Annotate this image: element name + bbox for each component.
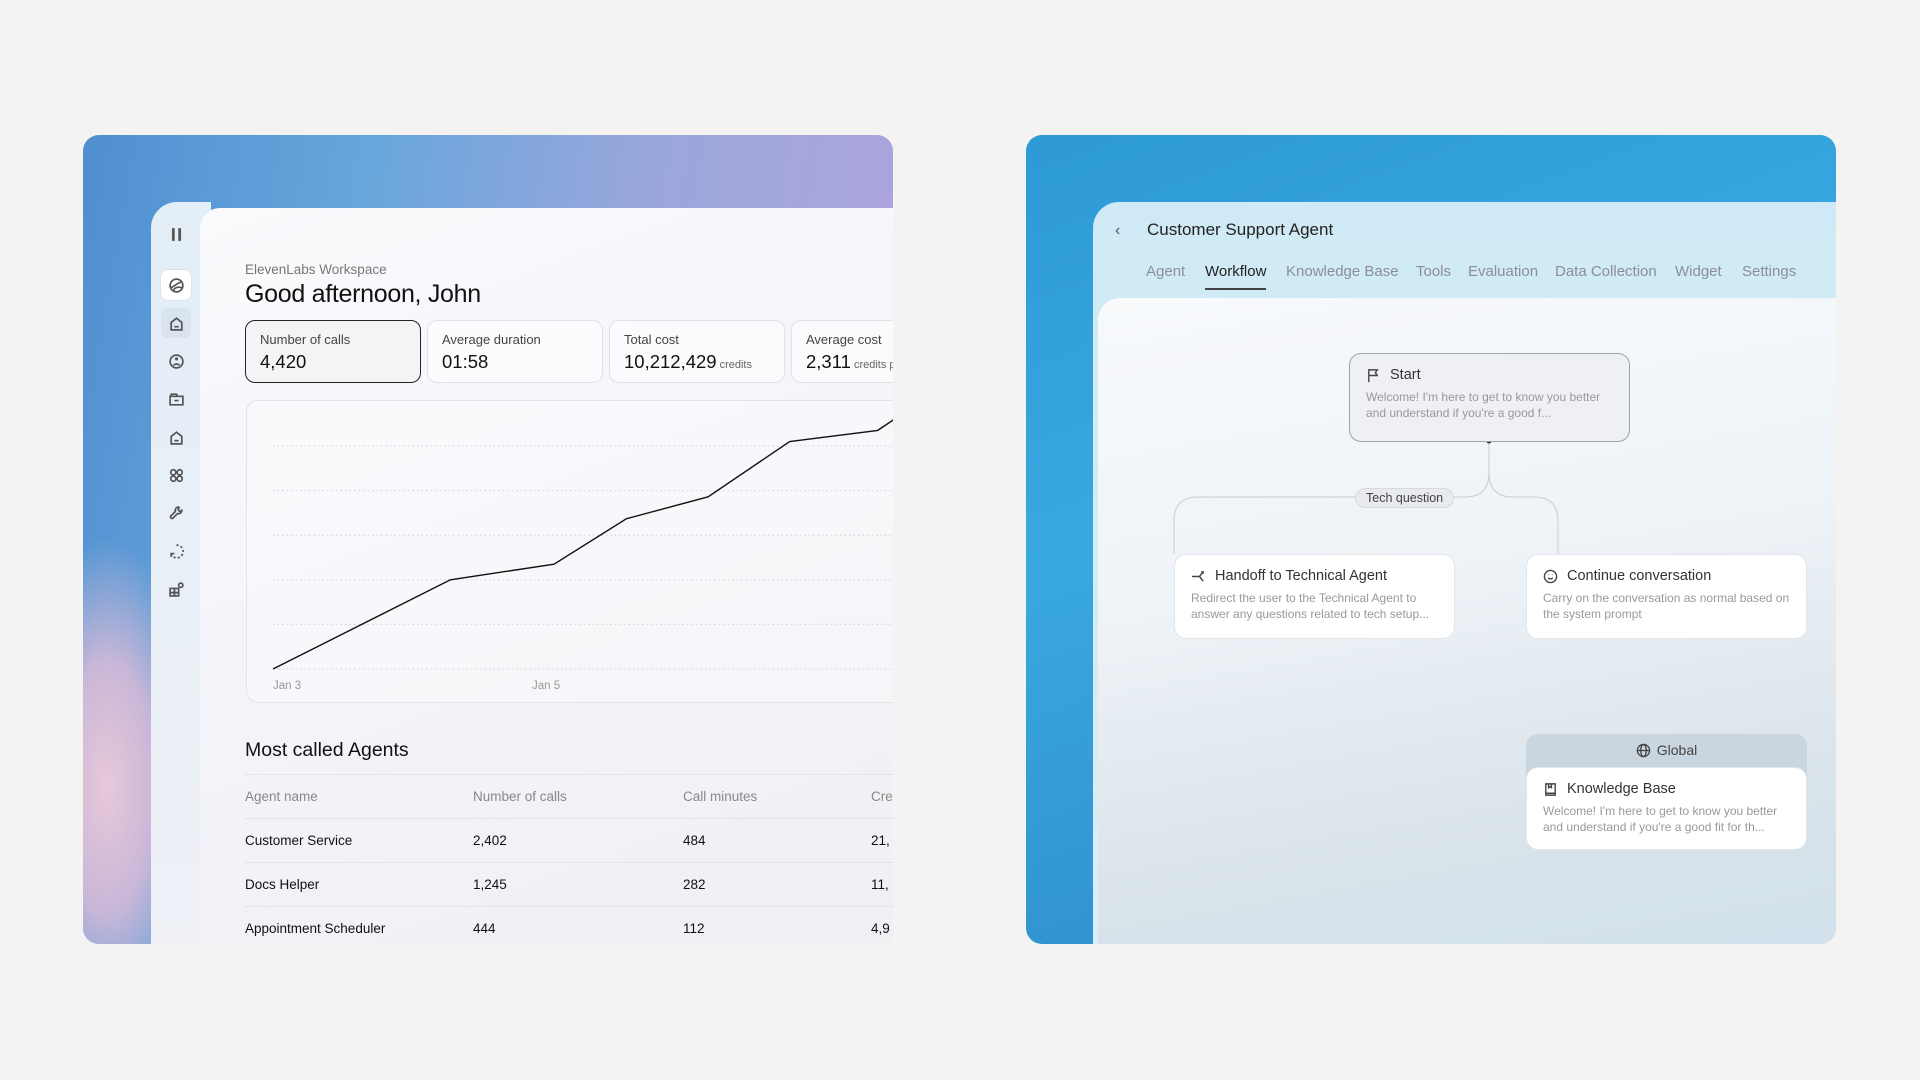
workflow-canvas[interactable]: Start Welcome! I'm here to get to know y…: [1098, 298, 1836, 944]
node-description: Welcome! I'm here to get to know you bet…: [1366, 390, 1601, 420]
table-title: Most called Agents: [245, 739, 409, 761]
history-icon[interactable]: [161, 536, 191, 566]
cell-agent-name: Appointment Scheduler: [245, 921, 386, 936]
agent-icon[interactable]: [161, 346, 191, 376]
smile-icon: [1543, 569, 1558, 583]
table-row[interactable]: Docs Helper 1,245 282 11,: [245, 862, 893, 906]
table-header: Agent name Number of calls Call minutes …: [245, 774, 893, 818]
cell-agent-name: Docs Helper: [245, 877, 320, 892]
workflow-preview-card: ‹ Customer Support Agent Agent Workflow …: [1026, 135, 1836, 944]
globe-icon: [1636, 743, 1651, 757]
flag-icon: [1368, 368, 1379, 382]
dashboard-main: ElevenLabs Workspace Good afternoon, Joh…: [200, 208, 893, 944]
edge-label-tech-question[interactable]: Tech question: [1355, 488, 1455, 508]
tab-workflow[interactable]: Workflow: [1205, 263, 1267, 290]
node-description: Redirect the user to the Technical Agent…: [1191, 591, 1430, 621]
pause-icon[interactable]: [161, 219, 191, 249]
stat-value: 4,420: [260, 351, 307, 372]
back-chevron-icon[interactable]: ‹: [1115, 222, 1121, 239]
x-tick-label: Jan 5: [532, 680, 560, 692]
logo-icon[interactable]: [161, 270, 191, 300]
knowledge-base-node[interactable]: Knowledge Base Welcome! I'm here to get …: [1526, 767, 1807, 850]
line-chart: Jan 3 Jan 5: [272, 419, 893, 692]
page-title: Good afternoon, John: [245, 280, 481, 308]
cell-calls: 444: [473, 921, 496, 936]
cell-credits: 4,9: [871, 921, 890, 936]
column-header[interactable]: Number of calls: [473, 789, 567, 804]
cell-agent-name: Customer Service: [245, 833, 353, 848]
global-label: Global: [1656, 742, 1698, 758]
tab-widget[interactable]: Widget: [1675, 263, 1722, 280]
cell-minutes: 484: [683, 833, 706, 848]
home-icon[interactable]: [161, 422, 191, 452]
agents-table: Agent name Number of calls Call minutes …: [245, 774, 893, 944]
dashboard-preview-card: ElevenLabs Workspace Good afternoon, Joh…: [83, 135, 893, 944]
stat-value: 10,212,429: [624, 351, 717, 372]
cell-minutes: 282: [683, 877, 706, 892]
cell-minutes: 112: [683, 921, 705, 936]
table-row[interactable]: Customer Service 2,402 484 21,: [245, 818, 893, 862]
global-group: Global Knowledge Base Welcome! I'm here …: [1526, 734, 1807, 850]
add-widget-icon[interactable]: [161, 574, 191, 604]
tab-knowledge-base[interactable]: Knowledge Base: [1286, 263, 1399, 280]
node-title: Knowledge Base: [1567, 781, 1676, 797]
column-header[interactable]: Call minutes: [683, 789, 758, 804]
apps-icon[interactable]: [161, 460, 191, 490]
stat-value: 2,311: [806, 351, 851, 372]
x-tick-label: Jan 3: [273, 680, 301, 692]
tab-data-collection[interactable]: Data Collection: [1555, 263, 1657, 280]
node-title: Continue conversation: [1567, 568, 1712, 584]
continue-node[interactable]: Continue conversation Carry on the conve…: [1526, 554, 1807, 639]
column-header[interactable]: Cre: [871, 789, 893, 804]
stat-value: 01:58: [442, 351, 489, 372]
stat-label: Average cost: [806, 332, 882, 347]
table-row[interactable]: Appointment Scheduler 444 112 4,9: [245, 906, 893, 944]
stat-unit: credits p: [853, 359, 893, 371]
cell-credits: 21,: [871, 833, 890, 848]
tab-agent[interactable]: Agent: [1146, 263, 1186, 280]
stat-number-of-calls[interactable]: Number of calls 4,420: [245, 320, 421, 383]
wrench-icon[interactable]: [161, 498, 191, 528]
tab-settings[interactable]: Settings: [1742, 263, 1797, 280]
node-description: Carry on the conversation as normal base…: [1543, 591, 1790, 621]
calls-chart: Jan 3 Jan 5: [246, 400, 893, 703]
stat-total-cost[interactable]: Total cost 10,212,429 credits: [609, 320, 785, 383]
stat-label: Number of calls: [260, 332, 351, 347]
cell-credits: 11,: [871, 877, 889, 892]
tab-evaluation[interactable]: Evaluation: [1468, 263, 1539, 280]
node-description: Welcome! I'm here to get to know you bet…: [1543, 804, 1778, 834]
start-node[interactable]: Start Welcome! I'm here to get to know y…: [1349, 353, 1630, 442]
stat-unit: credits: [719, 359, 752, 371]
home-icon[interactable]: [161, 308, 191, 338]
cell-calls: 1,245: [473, 877, 507, 892]
edge-to-continue: [1488, 472, 1559, 554]
node-title: Handoff to Technical Agent: [1215, 568, 1387, 584]
handoff-node[interactable]: Handoff to Technical Agent Redirect the …: [1174, 554, 1455, 639]
agent-panel: ‹ Customer Support Agent Agent Workflow …: [1093, 202, 1836, 944]
workspace-name: ElevenLabs Workspace: [245, 262, 387, 277]
tab-tools[interactable]: Tools: [1416, 263, 1452, 280]
folder-icon[interactable]: [161, 384, 191, 414]
stat-average-cost[interactable]: Average cost 2,311 credits p: [791, 320, 893, 383]
agent-title: Customer Support Agent: [1147, 220, 1334, 239]
stat-label: Total cost: [624, 332, 679, 347]
handoff-icon: [1191, 570, 1204, 582]
series-line: [272, 419, 893, 670]
cell-calls: 2,402: [473, 833, 507, 848]
edge-to-handoff: [1173, 441, 1490, 554]
stat-average-duration[interactable]: Average duration 01:58: [427, 320, 603, 383]
book-icon: [1545, 782, 1556, 796]
column-header[interactable]: Agent name: [245, 789, 318, 804]
node-title: Start: [1390, 367, 1421, 383]
stat-label: Average duration: [442, 332, 541, 347]
